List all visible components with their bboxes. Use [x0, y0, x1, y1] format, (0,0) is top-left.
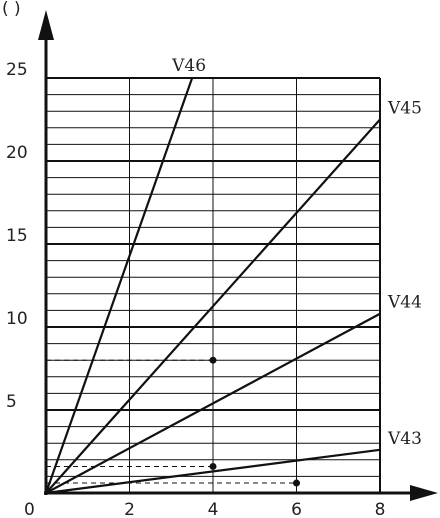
y-tick-label: 10	[6, 309, 28, 329]
series-line-v46	[44, 77, 194, 494]
series-label-v43: V43	[387, 429, 422, 449]
series-label-v45: V45	[387, 99, 422, 119]
y-tick-label: 25	[6, 60, 28, 80]
x-tick-label: 6	[291, 500, 302, 518]
series-label-v46: V46	[171, 56, 206, 76]
x-tick-label: 0	[24, 500, 35, 518]
y-axis-label: ( )	[2, 0, 21, 19]
annotation-points	[209, 356, 300, 487]
y-axis-arrow	[38, 10, 54, 40]
vertical-gridlines	[129, 78, 381, 493]
annotation-point	[293, 479, 300, 487]
x-tick-label: 2	[124, 500, 135, 518]
series-label-v44: V44	[387, 293, 422, 313]
series-line-v45	[45, 118, 381, 494]
annotation-point	[209, 356, 217, 364]
series-line-v44	[45, 312, 381, 494]
x-tick-label: 4	[208, 500, 219, 518]
y-tick-label: 20	[6, 143, 28, 163]
x-tick-label: 8	[375, 500, 386, 518]
series-lines: V46 V45 V44 V43	[44, 56, 422, 495]
tick-labels: 5 10 15 20 25 0 2 4 6 8	[6, 60, 385, 518]
annotation-point	[209, 462, 217, 470]
series-line-v43	[45, 448, 381, 495]
y-tick-label: 15	[6, 226, 28, 246]
y-tick-label: 5	[6, 392, 17, 412]
axes	[38, 10, 438, 501]
x-axis-arrow	[410, 485, 438, 501]
